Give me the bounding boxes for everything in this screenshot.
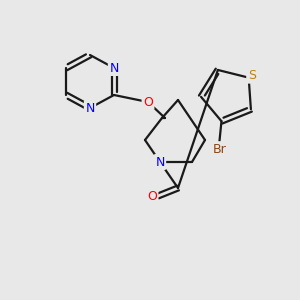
Text: N: N (109, 61, 119, 74)
Text: O: O (147, 190, 157, 202)
Text: N: N (155, 155, 165, 169)
Text: Br: Br (213, 143, 226, 156)
Text: S: S (248, 69, 256, 82)
Text: N: N (85, 101, 95, 115)
Text: O: O (143, 95, 153, 109)
